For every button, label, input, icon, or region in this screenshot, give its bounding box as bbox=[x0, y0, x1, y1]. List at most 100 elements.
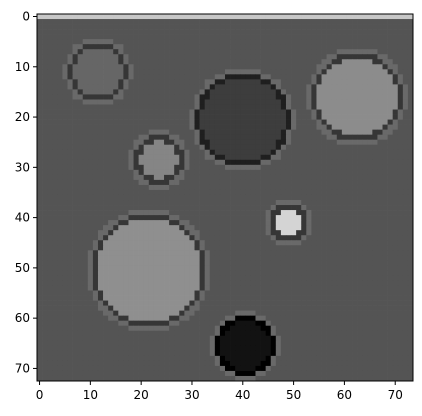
heatmap-cell bbox=[260, 54, 266, 60]
heatmap-cell bbox=[235, 184, 241, 191]
heatmap-cell bbox=[397, 154, 404, 161]
heatmap-cell bbox=[270, 325, 277, 332]
heatmap-cell bbox=[352, 134, 358, 141]
heatmap-cell bbox=[194, 14, 200, 20]
heatmap-cell bbox=[199, 290, 206, 296]
heatmap-cell bbox=[336, 255, 343, 261]
heatmap-cell bbox=[250, 255, 256, 261]
heatmap-cell bbox=[275, 260, 282, 266]
heatmap-cell bbox=[108, 119, 114, 125]
heatmap-cell bbox=[219, 114, 226, 120]
heatmap-cell bbox=[372, 205, 378, 211]
heatmap-cell bbox=[72, 79, 78, 85]
heatmap-cell bbox=[62, 119, 68, 125]
heatmap-cell bbox=[255, 119, 261, 125]
heatmap-cell bbox=[291, 14, 297, 20]
heatmap-cell bbox=[62, 220, 68, 226]
heatmap-cell bbox=[392, 265, 399, 271]
heatmap-cell bbox=[67, 179, 73, 186]
heatmap-cell bbox=[199, 184, 206, 191]
heatmap-cell bbox=[72, 285, 78, 291]
heatmap-cell bbox=[367, 79, 373, 85]
heatmap-cell bbox=[357, 59, 363, 65]
heatmap-cell bbox=[291, 144, 297, 151]
heatmap-cell bbox=[296, 49, 302, 55]
heatmap-cell bbox=[113, 285, 119, 291]
heatmap-cell bbox=[97, 260, 104, 266]
heatmap-cell bbox=[174, 245, 180, 251]
heatmap-cell bbox=[92, 149, 99, 156]
heatmap-cell bbox=[133, 345, 139, 352]
heatmap-cell bbox=[42, 230, 48, 236]
heatmap-cell bbox=[133, 330, 139, 337]
heatmap-cell bbox=[153, 295, 160, 301]
heatmap-cell bbox=[331, 330, 338, 337]
heatmap-cell bbox=[158, 200, 165, 206]
heatmap-cell bbox=[346, 139, 353, 146]
heatmap-cell bbox=[285, 24, 292, 30]
heatmap-cell bbox=[184, 24, 190, 30]
heatmap-cell bbox=[250, 300, 256, 306]
heatmap-cell bbox=[230, 320, 236, 327]
heatmap-cell bbox=[316, 174, 322, 181]
heatmap-cell bbox=[57, 74, 63, 80]
heatmap-cell bbox=[108, 39, 114, 45]
heatmap-cell bbox=[174, 230, 180, 236]
heatmap-cell bbox=[265, 39, 272, 45]
heatmap-cell bbox=[118, 305, 124, 311]
heatmap-cell bbox=[291, 285, 297, 291]
heatmap-cell bbox=[174, 169, 180, 176]
heatmap-cell bbox=[179, 300, 185, 306]
heatmap-cell bbox=[153, 245, 160, 251]
heatmap-cell bbox=[326, 69, 333, 75]
heatmap-cell bbox=[67, 89, 73, 95]
heatmap-cell bbox=[235, 300, 241, 306]
heatmap-cell bbox=[153, 29, 160, 35]
heatmap-cell bbox=[346, 240, 353, 246]
heatmap-cell bbox=[52, 44, 58, 50]
heatmap-cell bbox=[57, 225, 63, 231]
heatmap-cell bbox=[108, 350, 114, 357]
heatmap-cell bbox=[143, 79, 150, 85]
heatmap-cell bbox=[108, 169, 114, 176]
heatmap-cell bbox=[316, 305, 322, 311]
heatmap-cell bbox=[219, 19, 226, 25]
heatmap-cell bbox=[67, 315, 73, 322]
heatmap-cell bbox=[270, 210, 277, 216]
heatmap-cell bbox=[331, 139, 338, 146]
heatmap-cell bbox=[143, 320, 150, 327]
heatmap-cell bbox=[62, 189, 68, 196]
heatmap-cell bbox=[407, 114, 413, 120]
heatmap-cell bbox=[164, 139, 170, 146]
heatmap-cell bbox=[219, 260, 226, 266]
heatmap-cell bbox=[42, 350, 48, 357]
heatmap-cell bbox=[113, 79, 119, 85]
heatmap-cell bbox=[194, 54, 200, 60]
heatmap-cell bbox=[316, 124, 322, 130]
heatmap-cell bbox=[402, 179, 409, 186]
heatmap-cell bbox=[87, 149, 94, 156]
heatmap-cell bbox=[128, 154, 134, 161]
heatmap-cell bbox=[214, 104, 221, 110]
heatmap-cell bbox=[37, 189, 43, 196]
heatmap-cell bbox=[346, 114, 353, 120]
heatmap-cell bbox=[407, 189, 413, 196]
heatmap-cell bbox=[113, 255, 119, 261]
heatmap-cell bbox=[128, 335, 134, 342]
heatmap-cell bbox=[57, 89, 63, 95]
heatmap-cell bbox=[103, 189, 109, 196]
heatmap-cell bbox=[82, 189, 89, 196]
heatmap-cell bbox=[280, 159, 287, 166]
heatmap-cell bbox=[321, 270, 327, 276]
heatmap-cell bbox=[128, 305, 134, 311]
heatmap-cell bbox=[82, 350, 89, 357]
heatmap-cell bbox=[118, 230, 124, 236]
heatmap-cell bbox=[296, 305, 302, 311]
heatmap-cell bbox=[306, 59, 312, 65]
heatmap-cell bbox=[189, 184, 195, 191]
heatmap-cell bbox=[179, 280, 185, 286]
heatmap-cell bbox=[113, 59, 119, 65]
heatmap-cell bbox=[179, 64, 185, 70]
heatmap-cell bbox=[37, 94, 43, 100]
heatmap-cell bbox=[194, 345, 200, 352]
